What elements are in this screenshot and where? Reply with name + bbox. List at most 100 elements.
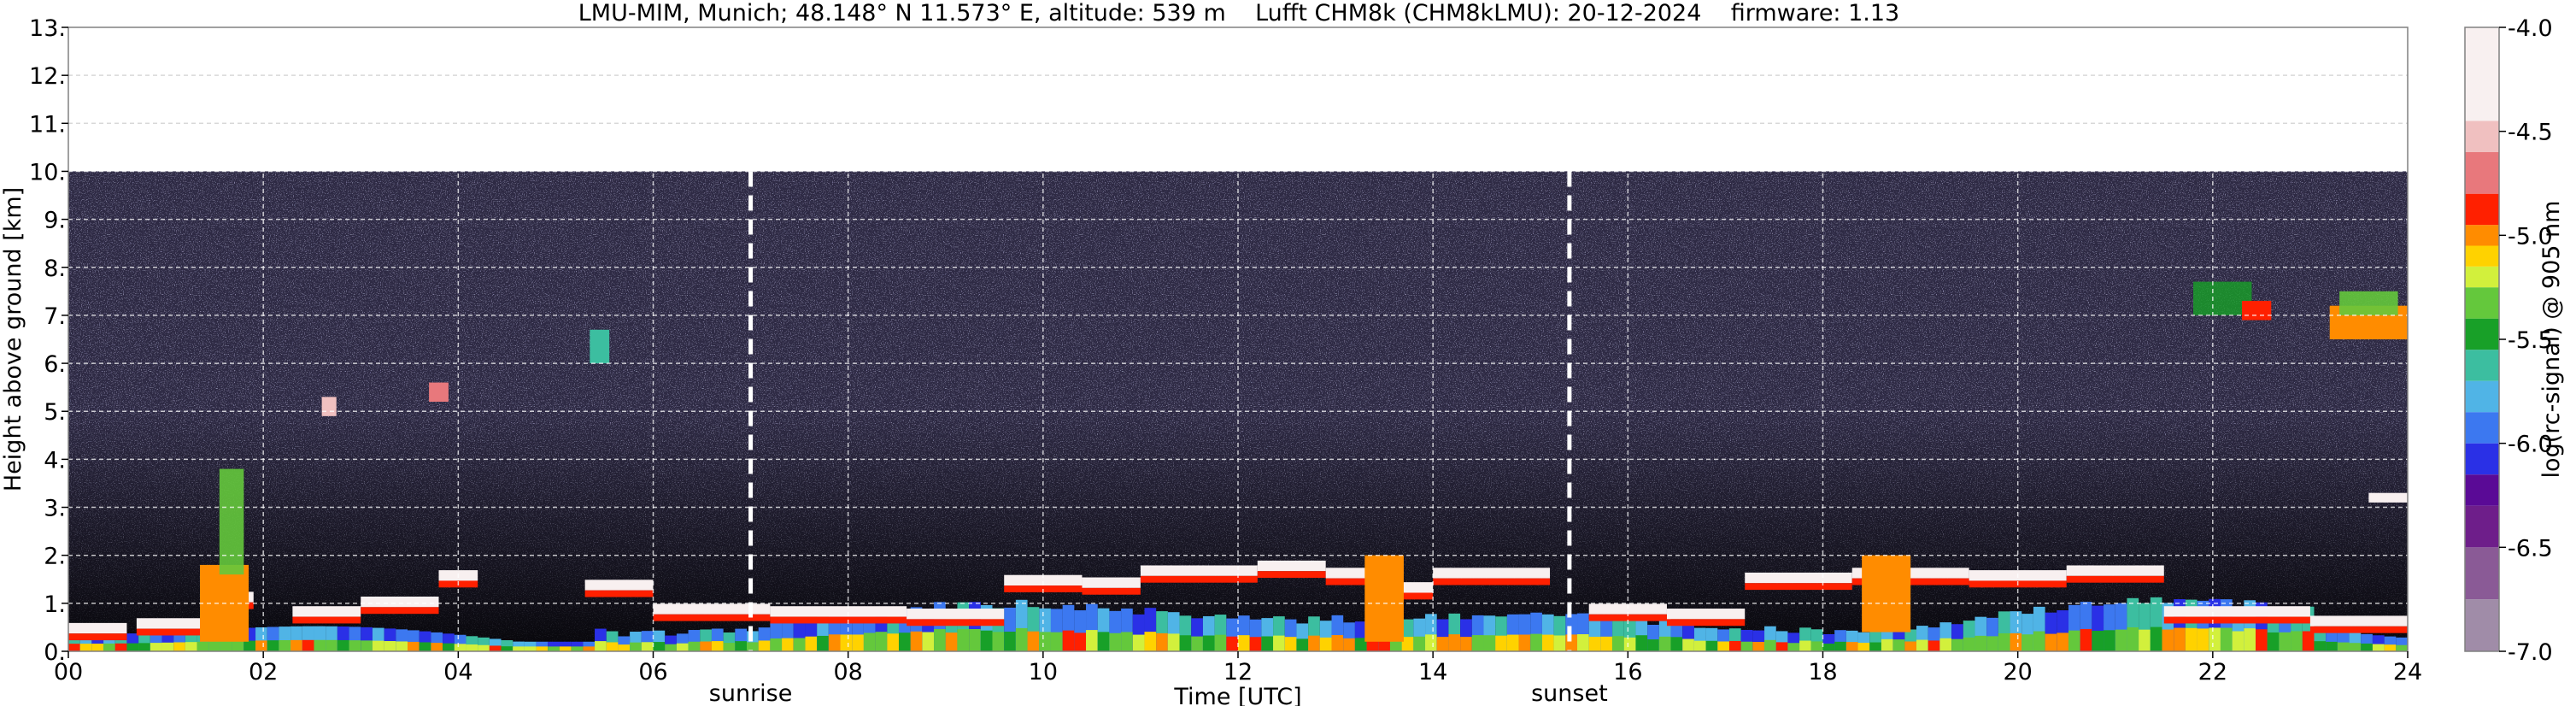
boundary-layer-core xyxy=(1495,635,1507,651)
y-tick-label: 13. xyxy=(29,15,66,42)
layer-top-bright xyxy=(1082,577,1141,588)
boundary-layer-core xyxy=(1401,637,1414,651)
boundary-layer-core xyxy=(2139,629,2151,651)
boundary-layer-core xyxy=(1506,634,1519,651)
layer-top-bright xyxy=(770,606,907,617)
x-tick-label: 08 xyxy=(833,659,862,685)
boundary-layer-core xyxy=(1214,634,1227,651)
colorbar-segment xyxy=(2465,350,2499,381)
layer-top-bright xyxy=(1433,568,1551,579)
boundary-layer-core xyxy=(1331,635,1344,651)
boundary-layer-core xyxy=(828,634,841,651)
boundary-layer-core xyxy=(887,633,899,651)
boundary-layer-core xyxy=(1050,632,1063,651)
boundary-layer-core xyxy=(2068,630,2080,651)
boundary-layer-core xyxy=(770,638,783,651)
boundary-layer-core xyxy=(1928,640,1940,651)
x-tick-label: 12 xyxy=(1223,659,1253,685)
x-tick-label: 04 xyxy=(443,659,472,685)
boundary-layer-core xyxy=(1799,640,1811,651)
boundary-layer-core xyxy=(290,639,302,651)
boundary-layer-core xyxy=(103,643,115,651)
boundary-layer-core xyxy=(419,642,431,651)
sunrise-label: sunrise xyxy=(709,680,793,706)
boundary-layer-core xyxy=(220,641,232,651)
boundary-layer-core xyxy=(1425,634,1437,651)
boundary-layer-core xyxy=(863,632,876,651)
x-tick-label: 06 xyxy=(638,659,667,685)
colorbar-segment xyxy=(2465,152,2499,194)
boundary-layer-core xyxy=(957,629,970,651)
colorbar-segment xyxy=(2465,266,2499,288)
layer-top-red xyxy=(1666,619,1746,627)
boundary-layer-core xyxy=(1670,637,1683,651)
boundary-layer-core xyxy=(641,642,654,651)
boundary-layer-core xyxy=(2326,641,2338,651)
boundary-layer-core xyxy=(2045,633,2057,651)
boundary-layer-core xyxy=(2361,643,2373,651)
boundary-layer-core xyxy=(548,646,560,651)
boundary-layer-core xyxy=(945,632,958,651)
boundary-layer-core xyxy=(1074,632,1087,651)
boundary-layer-core xyxy=(595,641,607,651)
colorbar-segment xyxy=(2465,121,2499,152)
colorbar-segment xyxy=(2465,505,2499,548)
boundary-layer-core xyxy=(1752,641,1765,651)
boundary-layer-core xyxy=(1261,636,1274,651)
y-tick-label: 6. xyxy=(44,351,66,378)
boundary-layer-core xyxy=(606,642,619,651)
boundary-layer-core xyxy=(1775,642,1788,651)
boundary-layer-core xyxy=(443,643,455,651)
boundary-layer-core xyxy=(700,641,712,651)
y-tick-label: 10. xyxy=(29,159,66,185)
boundary-layer-core xyxy=(1226,636,1238,651)
boundary-layer-core xyxy=(1238,635,1250,651)
boundary-layer-core xyxy=(1460,637,1472,651)
colorbar-segment xyxy=(2465,27,2499,121)
high-cloud xyxy=(2242,301,2272,321)
y-tick-label: 3. xyxy=(44,496,66,522)
boundary-layer-core xyxy=(2010,632,2022,651)
y-tick-label: 7. xyxy=(44,303,66,330)
boundary-layer-core xyxy=(1308,635,1320,651)
x-tick-label: 14 xyxy=(1418,659,1447,685)
y-tick-label: 2. xyxy=(44,544,66,570)
boundary-layer-core xyxy=(711,641,724,651)
colorbar-segment xyxy=(2465,318,2499,350)
boundary-layer-core xyxy=(805,636,818,651)
boundary-layer-core xyxy=(1448,634,1461,651)
y-tick-label: 9. xyxy=(44,208,66,234)
boundary-layer-core xyxy=(817,635,829,651)
x-tick-label: 18 xyxy=(1808,659,1837,685)
boundary-layer-core xyxy=(501,646,513,651)
boundary-layer-core xyxy=(2256,629,2268,651)
layer-top-red xyxy=(2309,626,2408,633)
boundary-layer-core xyxy=(1588,636,1601,651)
boundary-layer-core xyxy=(1693,640,1706,651)
boundary-layer-core xyxy=(349,640,361,651)
elevated-layer xyxy=(2368,492,2408,503)
boundary-layer-core xyxy=(2115,629,2127,651)
boundary-layer-core xyxy=(114,643,127,651)
boundary-layer-core xyxy=(536,646,549,651)
boundary-layer-core xyxy=(454,644,466,651)
boundary-layer-core xyxy=(1086,630,1098,651)
boundary-layer-core xyxy=(126,643,139,651)
boundary-layer-core xyxy=(1658,636,1671,651)
boundary-layer-core xyxy=(2092,630,2104,651)
boundary-layer-core xyxy=(1916,639,1928,651)
layer-top-bright xyxy=(292,606,361,617)
boundary-layer-core xyxy=(852,634,864,651)
high-cloud xyxy=(2193,281,2252,315)
boundary-layer-cell xyxy=(513,641,525,651)
elevated-layer xyxy=(321,397,337,416)
layer-top-red xyxy=(1257,571,1326,579)
y-tick-label: 4. xyxy=(44,447,66,474)
boundary-layer-core xyxy=(2197,628,2209,651)
boundary-layer-core xyxy=(1191,636,1203,651)
boundary-layer-core xyxy=(2220,627,2233,651)
colorbar-tick-label: -5.0 xyxy=(2508,223,2553,250)
boundary-layer-core xyxy=(2150,627,2162,651)
x-tick-label: 24 xyxy=(2393,659,2422,685)
